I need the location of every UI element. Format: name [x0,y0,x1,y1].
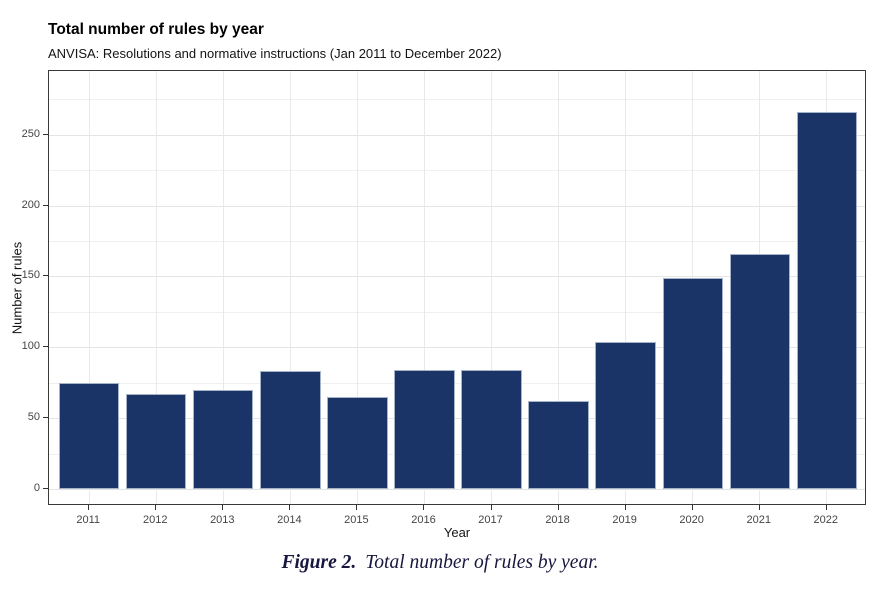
y-tick-label: 150 [21,269,40,282]
y-tick-label: 200 [21,198,40,211]
y-tick-label: 50 [27,411,40,424]
x-tick-label: 2017 [478,514,503,526]
gridline-minor [49,382,865,384]
bar-2012 [126,394,187,489]
gridline-minor [49,170,865,172]
gridline-major [49,134,865,136]
bar-2021 [729,253,790,489]
y-tick [43,204,48,206]
gridline-vertical [222,71,224,504]
bar-2011 [59,382,120,489]
gridline-vertical [289,71,291,504]
y-tick [43,275,48,277]
x-tick-label: 2020 [679,514,704,526]
gridline-minor [49,241,865,243]
x-tick [356,505,358,510]
y-tick-label: 250 [21,127,40,140]
x-tick-label: 2022 [813,514,838,526]
x-tick-label: 2015 [344,514,369,526]
bar-2016 [394,369,455,489]
chart-title: Total number of rules by year [48,21,264,38]
x-tick [758,505,760,510]
bar-2014 [260,371,321,489]
gridline-minor [49,453,865,455]
plot-panel [48,70,866,505]
x-tick [825,505,827,510]
figure-caption: Figure 2. Total number of rules by year. [0,552,880,574]
chart-subtitle: ANVISA: Resolutions and normative instru… [48,46,502,61]
x-tick-label: 2012 [143,514,168,526]
y-tick [43,346,48,348]
gridline-vertical [155,71,157,504]
y-tick [43,488,48,489]
y-tick-label: 0 [33,482,40,494]
bar-2013 [193,389,254,489]
x-tick [423,505,425,510]
x-tick-label: 2013 [210,514,235,526]
bar-chart: Total number of rules by year ANVISA: Re… [10,21,866,540]
gridline-minor [49,99,865,101]
gridline-vertical [625,71,627,504]
x-tick-label: 2014 [277,514,302,526]
figure-caption-text: Total number of rules by year. [365,552,599,573]
x-tick [624,505,626,510]
x-tick [289,505,291,510]
x-tick [88,505,90,510]
gridline-vertical [88,71,90,504]
x-tick [155,505,157,510]
bar-2018 [528,401,589,489]
x-tick [557,505,559,510]
figure-caption-label: Figure 2. [281,552,357,573]
gridline-major [49,347,865,349]
y-tick [43,417,48,419]
gridline-major [49,489,865,490]
x-tick-label: 2011 [76,514,101,526]
x-tick-label: 2018 [545,514,570,526]
x-tick [222,505,224,510]
x-tick [691,505,693,510]
x-axis-title: Year [443,525,471,540]
bar-2015 [327,396,388,489]
bar-2017 [461,369,522,489]
gridline-major [49,205,865,207]
x-tick-label: 2016 [411,514,436,526]
gridline-vertical [491,71,493,504]
bar-2019 [595,341,656,489]
gridline-major [49,276,865,278]
y-tick-label: 100 [21,340,40,353]
y-tick [43,133,48,135]
x-tick-label: 2021 [746,514,771,526]
gridline-minor [49,311,865,313]
gridline-major [49,418,865,420]
bar-2022 [796,112,857,489]
gridline-vertical [558,71,560,504]
x-tick [490,505,492,510]
gridline-vertical [423,71,425,504]
x-tick-label: 2019 [612,514,637,526]
bar-2020 [662,277,723,489]
gridline-vertical [356,71,358,504]
